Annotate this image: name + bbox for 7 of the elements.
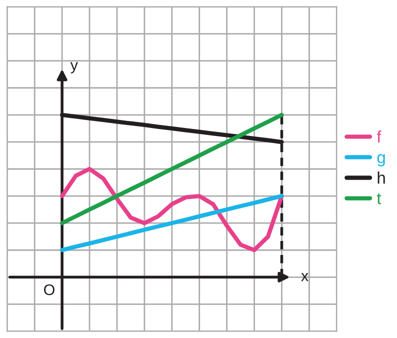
text: O	[44, 284, 54, 296]
y-axis-title: y	[70, 62, 78, 74]
x-axis-title: x	[301, 273, 308, 282]
legend-label: g	[377, 154, 385, 166]
legend-label: t	[376, 193, 382, 204]
legend-label: h	[378, 172, 385, 184]
legend-label: f	[376, 130, 382, 143]
